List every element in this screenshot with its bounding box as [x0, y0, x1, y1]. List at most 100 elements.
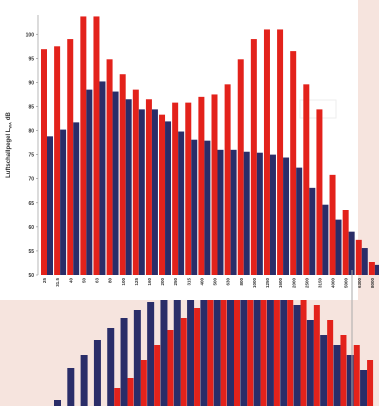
x-tick-label: 8000 — [370, 278, 375, 289]
bar — [309, 187, 316, 275]
x-tick-label: 315 — [186, 278, 191, 286]
bar — [86, 89, 93, 275]
bar — [320, 335, 328, 406]
bar — [355, 239, 362, 275]
bar — [67, 39, 74, 276]
bar — [54, 400, 61, 406]
y-tick-label: 75 — [28, 153, 34, 159]
x-tick-label: 50 — [81, 278, 86, 284]
bar — [346, 355, 354, 406]
bar — [93, 16, 100, 275]
bar — [67, 368, 75, 406]
bar — [283, 157, 290, 275]
lower-chart — [54, 272, 374, 406]
bar — [293, 305, 301, 406]
bar — [263, 29, 270, 276]
bar — [253, 282, 261, 406]
bar — [145, 99, 152, 275]
bar — [207, 298, 214, 406]
bar — [112, 91, 119, 275]
bar — [127, 378, 134, 406]
bar — [47, 136, 53, 275]
x-tick-label: 630 — [226, 278, 231, 286]
bar — [41, 49, 47, 276]
bar — [290, 51, 297, 275]
bar — [114, 388, 121, 406]
bar — [322, 204, 329, 275]
x-tick-label: 80 — [108, 278, 113, 284]
bar — [316, 109, 323, 276]
bar — [234, 278, 240, 406]
bar — [273, 272, 280, 406]
y-label-sub: WA — [8, 122, 13, 129]
y-tick-label: 85 — [28, 104, 34, 110]
bar — [60, 129, 67, 275]
x-tick-label: 800 — [239, 278, 244, 286]
x-tick-label: 25 — [42, 278, 47, 284]
bar — [333, 345, 341, 406]
bar — [119, 74, 126, 275]
bar — [327, 320, 334, 406]
bar — [167, 330, 174, 406]
bar — [125, 99, 132, 275]
bar — [296, 167, 303, 275]
bar — [180, 318, 187, 406]
bar — [106, 59, 113, 275]
bar — [303, 84, 310, 275]
upper-chart: 50 55 60 65 70 75 80 85 90 95 100 Luftschallpegel L… — [6, 15, 379, 288]
bar — [187, 300, 195, 406]
bar — [198, 96, 205, 275]
x-tick-label: 3150 — [317, 278, 322, 289]
bar — [173, 298, 181, 406]
x-tick-label: 40 — [68, 278, 73, 284]
bar — [360, 370, 368, 406]
bar — [154, 345, 161, 406]
bar — [160, 298, 168, 406]
bar — [185, 102, 192, 275]
bar — [73, 122, 80, 276]
x-tick-label: 125 — [134, 278, 139, 286]
bar — [335, 219, 342, 275]
bar — [260, 272, 267, 406]
bar — [240, 280, 248, 406]
bar — [194, 308, 201, 406]
x-tick-label: 2000 — [291, 278, 296, 289]
x-tick-label: 4000 — [331, 278, 336, 289]
bar — [227, 280, 234, 406]
y-tick-label: 95 — [28, 56, 34, 62]
bar — [237, 59, 244, 275]
bar — [340, 335, 347, 406]
y-tick-label: 55 — [28, 249, 34, 255]
bar — [361, 248, 368, 275]
bar — [147, 302, 155, 406]
bar — [191, 139, 198, 275]
bar — [368, 262, 375, 275]
bar — [200, 298, 208, 406]
x-tick-label: 5000 — [344, 278, 349, 289]
bar — [266, 285, 274, 406]
bar — [217, 149, 224, 275]
y-tick-label: 80 — [28, 129, 34, 135]
bar — [306, 320, 314, 406]
bar — [287, 278, 294, 406]
bar — [329, 174, 336, 275]
x-tick-label: 31.5 — [55, 278, 60, 287]
bar — [220, 285, 227, 406]
bar — [138, 109, 145, 276]
x-tick-label: 400 — [199, 278, 204, 286]
bar — [151, 109, 158, 276]
y-axis-label: Luftschallpegel LWA dB — [6, 111, 13, 177]
bar — [277, 29, 284, 276]
x-tick-label: 1600 — [278, 278, 283, 289]
bar — [230, 149, 237, 275]
x-tick-label: 1250 — [265, 278, 270, 289]
x-tick-label: 63 — [95, 278, 100, 284]
y-tick-label: 70 — [28, 177, 34, 183]
bar — [348, 231, 355, 275]
bar — [300, 290, 307, 406]
y-label-unit: dB — [6, 111, 12, 120]
bar — [120, 318, 128, 406]
bar — [367, 360, 374, 406]
y-tick-label: 50 — [28, 273, 34, 279]
